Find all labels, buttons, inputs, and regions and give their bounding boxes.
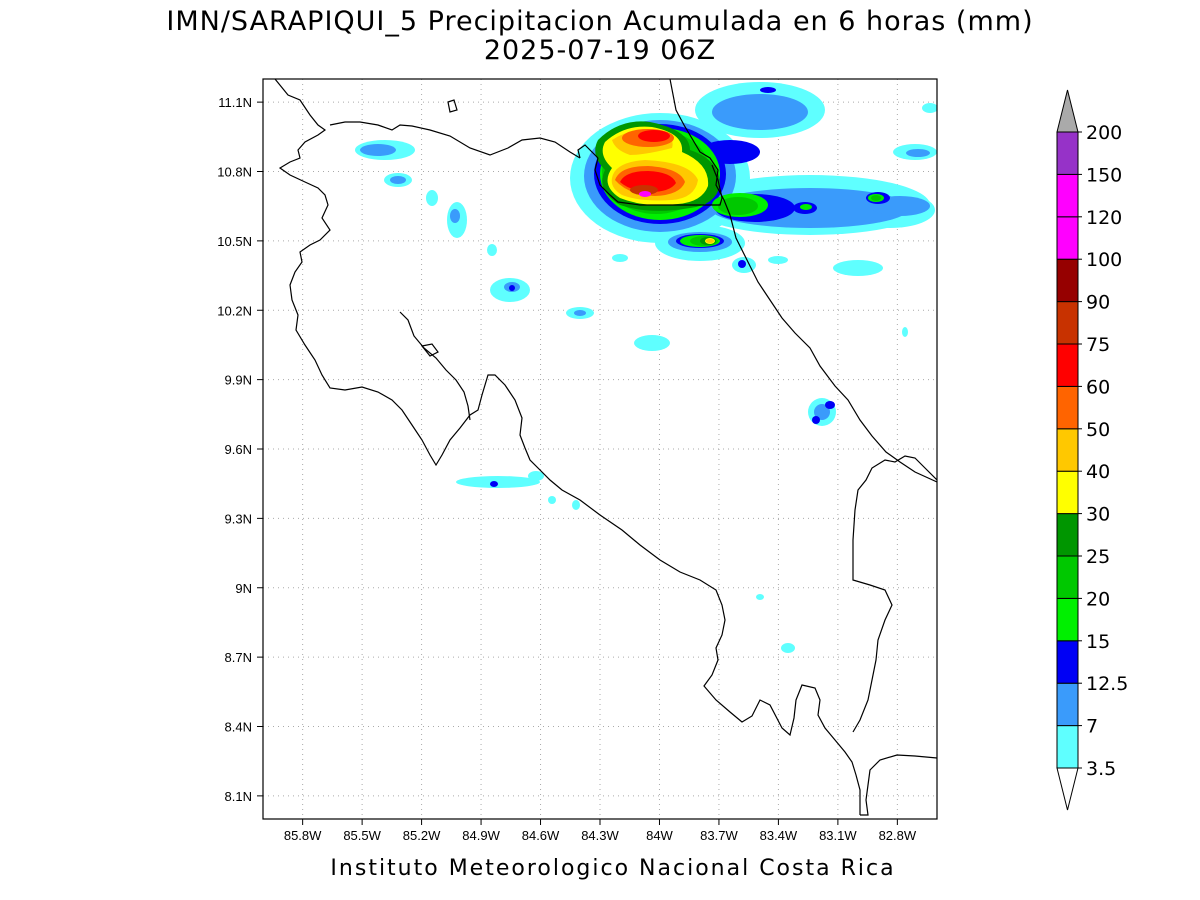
- precipitation-field: [355, 82, 937, 653]
- colorbar-label: 40: [1086, 461, 1110, 483]
- colorbar-swatch: [1056, 597, 1079, 642]
- colorbar-swatch: [1056, 725, 1079, 769]
- colorbar-label: 100: [1086, 249, 1122, 271]
- tick-label-lon: 85.2W: [403, 828, 441, 843]
- colorbar-label: 200: [1086, 122, 1122, 144]
- colorbar-swatch: [1056, 343, 1079, 387]
- colorbar: 3.5 7 12.5 15 20 25 30 40 50 60 75 90 100 120 150 200: [1056, 89, 1128, 811]
- tick-label-lat: 8.1N: [225, 789, 252, 804]
- colorbar-swatch: [1056, 258, 1079, 303]
- tick-label-lat: 9N: [235, 581, 252, 596]
- colorbar-label: 3.5: [1086, 758, 1116, 780]
- colorbar-swatch: [1056, 682, 1079, 727]
- tick-label-lat: 8.7N: [225, 650, 252, 665]
- colorbar-label: 15: [1086, 631, 1110, 653]
- tick-label-lat: 9.3N: [225, 511, 252, 526]
- tick-label-lat: 10.2N: [217, 303, 252, 318]
- colorbar-swatch: [1056, 131, 1079, 175]
- tick-label-lat: 10.8N: [217, 165, 252, 180]
- colorbar-label: 75: [1086, 334, 1110, 356]
- tick-label-lon: 84.9W: [462, 828, 500, 843]
- colorbar-label: 60: [1086, 376, 1110, 398]
- tick-label-lat: 8.4N: [225, 720, 252, 735]
- tick-label-lat: 11.1N: [218, 95, 252, 110]
- colorbar-swatch: [1056, 385, 1079, 430]
- colorbar-label: 12.5: [1086, 673, 1128, 695]
- colorbar-swatch: [1056, 640, 1079, 684]
- tick-label-lon: 83.1W: [819, 828, 857, 843]
- map-grid: [263, 79, 937, 819]
- tick-label-lon: 84.3W: [581, 828, 619, 843]
- colorbar-label: 7: [1086, 716, 1098, 738]
- map-title: IMN/SARAPIQUI_5 Precipitacion Acumulada …: [166, 6, 1034, 37]
- tick-label-lat: 9.9N: [225, 373, 252, 388]
- tick-label-lon: 83.7W: [700, 828, 738, 843]
- tick-label-lon: 84W: [646, 828, 673, 843]
- tick-label-lat: 9.6N: [225, 442, 252, 457]
- colorbar-under-triangle: [1056, 767, 1079, 811]
- colorbar-label: 120: [1086, 207, 1122, 229]
- tick-label-lon: 85.8W: [284, 828, 322, 843]
- colorbar-swatch: [1056, 216, 1079, 260]
- colorbar-label: 50: [1086, 419, 1110, 441]
- colorbar-label: 90: [1086, 292, 1110, 314]
- colorbar-label: 20: [1086, 588, 1110, 610]
- colorbar-swatch: [1056, 301, 1079, 345]
- tick-label-lon: 85.5W: [343, 828, 381, 843]
- colorbar-label: 150: [1086, 164, 1122, 186]
- colorbar-swatch: [1056, 513, 1079, 557]
- colorbar-label: 30: [1086, 504, 1110, 526]
- colorbar-over-triangle: [1056, 89, 1079, 133]
- colorbar-swatch: [1056, 555, 1079, 599]
- axis-ticks: 85.8W 85.5W 85.2W 84.9W 84.6W 84.3W 84W 83.7W 83…: [217, 95, 917, 843]
- coastlines-and-borders: [274, 79, 937, 816]
- colorbar-swatch: [1056, 470, 1079, 515]
- colorbar-swatch: [1056, 173, 1079, 218]
- tick-label-lon: 83.4W: [760, 828, 798, 843]
- map-subtitle-datetime: 2025-07-19 06Z: [483, 35, 717, 66]
- colorbar-label: 25: [1086, 546, 1110, 568]
- tick-label-lon: 84.6W: [522, 828, 560, 843]
- footer-credit: Instituto Meteorologico Nacional Costa R…: [330, 856, 896, 881]
- colorbar-swatch: [1056, 428, 1079, 472]
- tick-label-lat: 10.5N: [217, 234, 252, 249]
- tick-label-lon: 82.8W: [879, 828, 917, 843]
